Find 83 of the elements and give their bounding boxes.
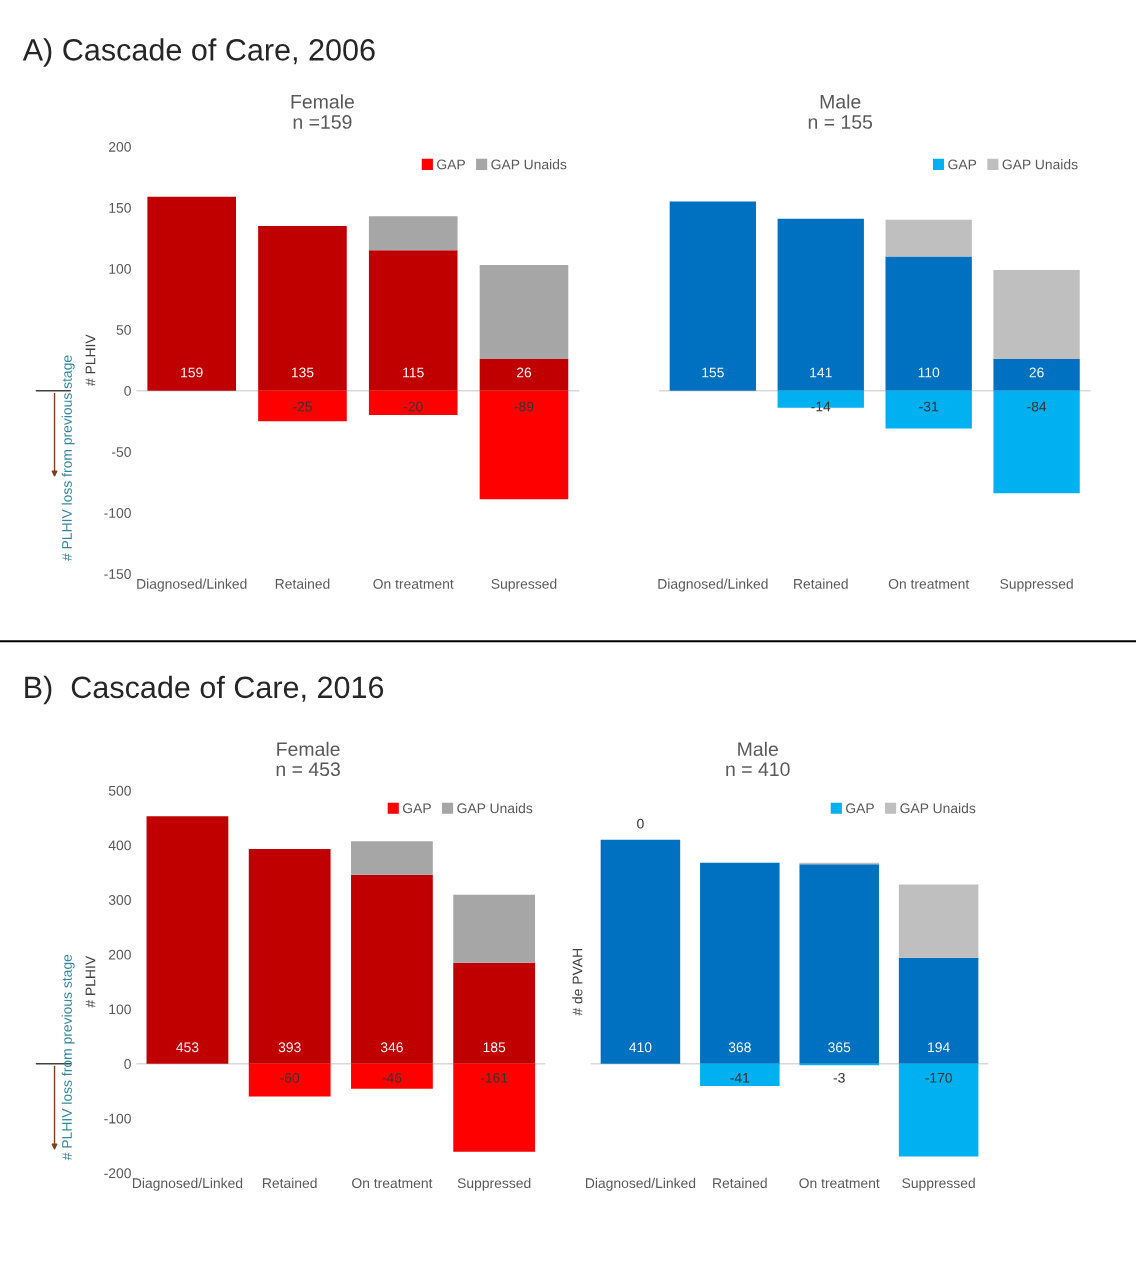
legend-label: GAP Unaids [491, 159, 567, 170]
x-tick-label: Suppressed [902, 1177, 975, 1191]
chart-subtitle: n = 155 [808, 115, 873, 129]
annotation: 0 [637, 818, 644, 829]
data-label: -60 [280, 1072, 300, 1083]
y-tick-label: 100 [109, 1004, 131, 1015]
y-tick-label: 150 [109, 202, 131, 213]
y-tick-label: 200 [108, 141, 131, 152]
y-tick-label: -100 [104, 1113, 131, 1124]
data-label: -41 [730, 1073, 750, 1083]
x-tick-label: On treatment [888, 578, 970, 589]
text: A) Cascade of Care, 2006 [22, 38, 375, 67]
data-label: -89 [514, 401, 534, 412]
x-tick-label: On treatment [352, 1178, 433, 1189]
y-tick-label: 50 [116, 325, 131, 335]
chart-title: Male [820, 94, 861, 109]
y-tick-label: 300 [108, 895, 131, 905]
data-label: 368 [728, 1042, 751, 1053]
chart-title: Male [738, 741, 778, 757]
chart-subtitle: n =159 [293, 115, 352, 129]
x-tick-label: Retained [263, 1177, 317, 1189]
x-tick-label: Diagnosed/Linked [132, 1177, 243, 1191]
legend-label: GAP Unaids [900, 803, 976, 814]
legend-label: GAP [402, 803, 431, 814]
x-tick-label: Supressed [491, 578, 557, 592]
data-label: 110 [918, 367, 940, 378]
x-tick-label: Diagnosed/Linked [585, 1177, 696, 1191]
data-label: 141 [810, 367, 832, 378]
y-axis-title: # PLHIV [85, 955, 96, 1008]
legend-label: GAP Unaids [457, 803, 533, 814]
y-tick-label: 500 [108, 785, 131, 796]
data-label: 135 [291, 367, 314, 378]
y-tick-label: 0 [124, 1059, 131, 1069]
chart-subtitle: n = 453 [276, 762, 340, 777]
y-tick-label: -50 [112, 447, 131, 457]
x-tick-label: Suppressed [1000, 578, 1073, 592]
data-label: 155 [702, 367, 724, 378]
text: # PLHIV loss from previous stage [61, 355, 75, 561]
data-label: -161 [480, 1072, 508, 1083]
legend-label: GAP [437, 159, 465, 170]
data-label: 393 [278, 1042, 301, 1053]
data-label: -20 [403, 401, 423, 412]
y-tick-label: 100 [109, 263, 131, 274]
chart-subtitle: n = 410 [726, 762, 790, 777]
text: # PLHIV loss from previous stage [61, 954, 75, 1161]
y-tick-label: 200 [108, 949, 131, 960]
data-label: -170 [925, 1072, 952, 1083]
text: B) Cascade of Care, 2016 [25, 675, 384, 705]
data-label: 26 [516, 367, 532, 378]
x-tick-label: Retained [713, 1177, 767, 1189]
data-label: 194 [928, 1042, 950, 1053]
data-label: -46 [382, 1072, 402, 1083]
data-label: 26 [1029, 367, 1044, 378]
y-tick-label: -200 [104, 1168, 131, 1179]
x-tick-label: On treatment [373, 578, 454, 589]
legend-label: GAP [948, 159, 977, 170]
chart-title: Female [277, 741, 340, 757]
data-label: 453 [176, 1042, 199, 1053]
legend-label: GAP Unaids [1002, 159, 1078, 170]
data-label: 115 [403, 367, 424, 378]
y-tick-label: 0 [124, 386, 131, 396]
x-tick-label: Suppressed [457, 1177, 531, 1191]
x-tick-label: On treatment [799, 1178, 880, 1189]
data-label: 185 [483, 1042, 506, 1053]
data-label: 159 [181, 367, 203, 378]
data-label: -3 [833, 1072, 845, 1083]
x-tick-label: Diagnosed/Linked [137, 578, 247, 592]
data-label: -31 [919, 401, 939, 412]
y-axis-title: # de PVAH [572, 949, 583, 1016]
y-tick-label: -150 [104, 569, 131, 579]
data-label: 346 [380, 1042, 403, 1053]
x-tick-label: Retained [794, 578, 848, 589]
data-label: 365 [828, 1042, 851, 1053]
data-label: -84 [1027, 401, 1047, 412]
y-tick-label: 400 [108, 840, 131, 851]
chart-title: Female [291, 94, 354, 109]
legend-label: GAP [846, 803, 874, 814]
x-tick-label: Retained [275, 578, 330, 589]
data-label: -25 [293, 401, 312, 412]
y-axis-title: # PLHIV [85, 334, 96, 386]
x-tick-label: Diagnosed/Linked [658, 578, 768, 592]
data-label: 410 [629, 1042, 652, 1053]
y-tick-label: -100 [104, 508, 131, 518]
